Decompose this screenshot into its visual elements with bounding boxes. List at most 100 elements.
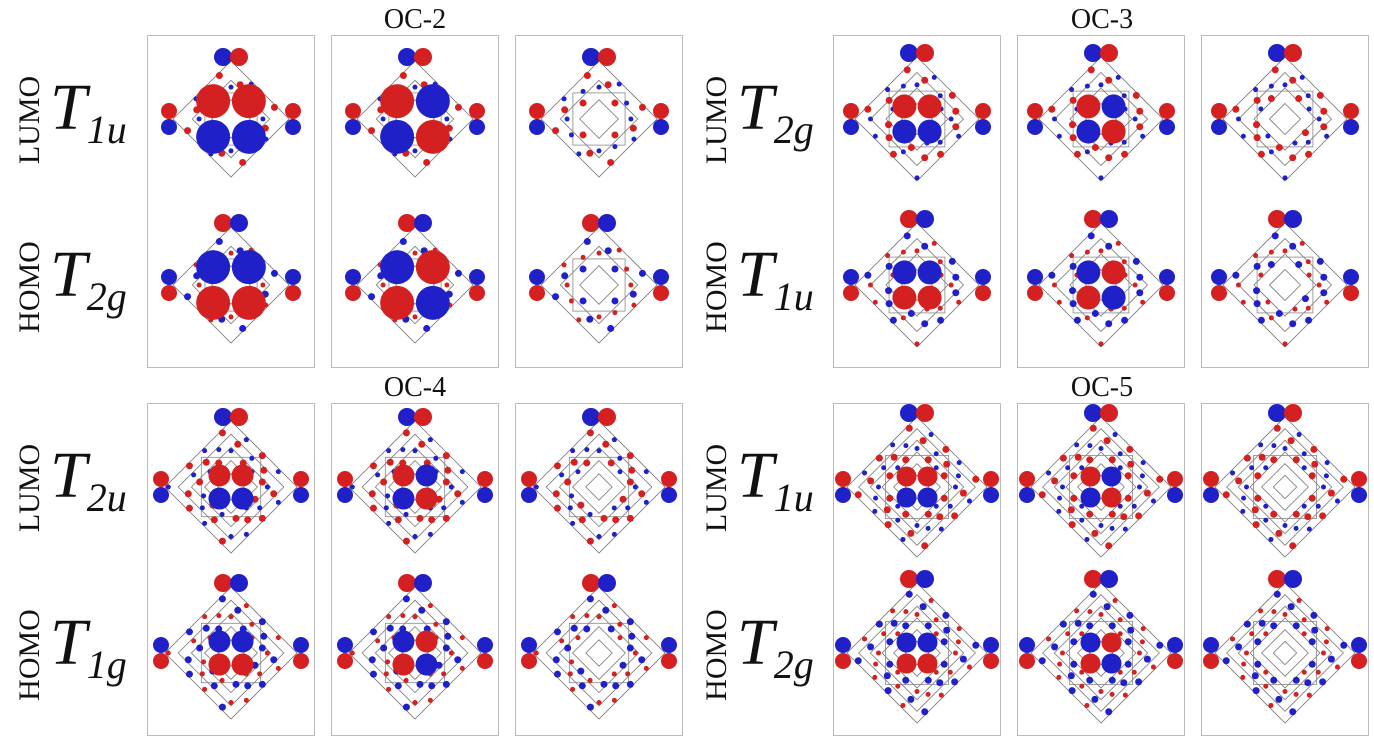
lobe bbox=[1253, 287, 1260, 294]
lobe bbox=[469, 269, 485, 285]
lobe bbox=[1084, 44, 1102, 62]
lobe bbox=[416, 630, 438, 652]
orbital-image bbox=[1017, 403, 1185, 736]
lobe bbox=[413, 700, 418, 705]
lobe bbox=[276, 666, 281, 671]
lobe bbox=[413, 148, 418, 153]
symmetry-main: T bbox=[737, 238, 774, 311]
lobe bbox=[939, 693, 944, 698]
lobe bbox=[564, 645, 571, 652]
lobe bbox=[957, 626, 962, 631]
lobe bbox=[1240, 509, 1245, 514]
lobe bbox=[1272, 232, 1279, 239]
lobe bbox=[1263, 518, 1268, 523]
lobe bbox=[983, 487, 999, 503]
lobe bbox=[921, 154, 928, 161]
lobe bbox=[576, 151, 581, 156]
lobe bbox=[625, 505, 630, 510]
lobe bbox=[1258, 317, 1265, 324]
lobe bbox=[972, 642, 979, 649]
lobe bbox=[1289, 77, 1296, 84]
framework bbox=[533, 587, 665, 719]
lobe bbox=[926, 692, 931, 697]
lobe bbox=[1088, 66, 1095, 73]
lobe bbox=[534, 651, 539, 656]
lobe bbox=[876, 621, 883, 628]
lobe bbox=[1046, 470, 1051, 475]
lobe bbox=[895, 684, 900, 689]
lobe bbox=[1232, 272, 1239, 279]
lobe bbox=[1122, 140, 1127, 145]
lobe bbox=[918, 120, 942, 144]
lobe bbox=[1253, 253, 1258, 258]
lobe bbox=[1105, 154, 1112, 161]
lobe bbox=[1324, 473, 1329, 478]
lobe bbox=[1091, 530, 1098, 537]
lobe bbox=[1340, 476, 1347, 483]
lobe bbox=[230, 214, 248, 232]
lobe bbox=[949, 117, 954, 122]
lobe bbox=[1027, 119, 1043, 135]
framework bbox=[173, 61, 289, 177]
lobe bbox=[598, 48, 616, 66]
lobe bbox=[534, 485, 539, 490]
orbital-label: HOMO bbox=[700, 241, 734, 333]
lobe bbox=[392, 654, 414, 676]
lobe bbox=[1253, 687, 1260, 694]
lobe bbox=[628, 467, 635, 474]
lobe bbox=[369, 490, 376, 497]
lobe bbox=[293, 487, 309, 503]
lobe bbox=[370, 628, 377, 635]
lobe bbox=[916, 210, 934, 228]
lobe bbox=[1275, 530, 1282, 537]
lobe bbox=[416, 286, 450, 320]
framework bbox=[1054, 606, 1147, 699]
lobe bbox=[400, 72, 407, 79]
lobe bbox=[1125, 661, 1132, 668]
lobe bbox=[1102, 260, 1126, 284]
lobe bbox=[925, 456, 932, 463]
lobe bbox=[886, 495, 893, 502]
lobe bbox=[1241, 662, 1246, 667]
lobe bbox=[1104, 437, 1111, 444]
image-frame bbox=[516, 404, 683, 736]
lobe bbox=[1230, 470, 1235, 475]
lobe bbox=[400, 238, 407, 245]
lobe bbox=[1126, 612, 1133, 619]
framework bbox=[1250, 452, 1320, 522]
lobe bbox=[949, 258, 956, 265]
lobe bbox=[216, 238, 223, 245]
lobe bbox=[892, 94, 916, 118]
molecule bbox=[1019, 404, 1183, 557]
lobe bbox=[983, 471, 999, 487]
lobe bbox=[244, 698, 249, 703]
lobe bbox=[477, 637, 493, 653]
framework bbox=[1215, 417, 1355, 557]
lobe bbox=[368, 127, 375, 134]
orbital-image bbox=[1201, 35, 1369, 368]
lobe bbox=[1091, 696, 1098, 703]
lobe bbox=[200, 671, 205, 676]
lobe bbox=[260, 633, 267, 640]
lobe bbox=[939, 527, 944, 532]
lobe bbox=[229, 614, 234, 619]
lobe bbox=[597, 448, 602, 453]
lobe bbox=[1258, 107, 1263, 112]
lobe bbox=[597, 700, 602, 705]
image-frame bbox=[834, 404, 1001, 736]
lobe bbox=[1306, 140, 1311, 145]
lobe bbox=[921, 542, 928, 549]
lobe bbox=[469, 103, 485, 119]
lobe bbox=[1120, 679, 1127, 686]
lobe bbox=[1074, 317, 1081, 324]
lobe bbox=[443, 452, 450, 459]
lobe bbox=[398, 574, 416, 592]
lobe bbox=[862, 636, 867, 641]
lobe bbox=[921, 77, 928, 84]
image-frame bbox=[148, 404, 315, 736]
lobe bbox=[369, 656, 376, 663]
lobe bbox=[952, 274, 959, 281]
lobe bbox=[1268, 261, 1275, 268]
lobe bbox=[184, 293, 191, 300]
lobe bbox=[249, 456, 254, 461]
